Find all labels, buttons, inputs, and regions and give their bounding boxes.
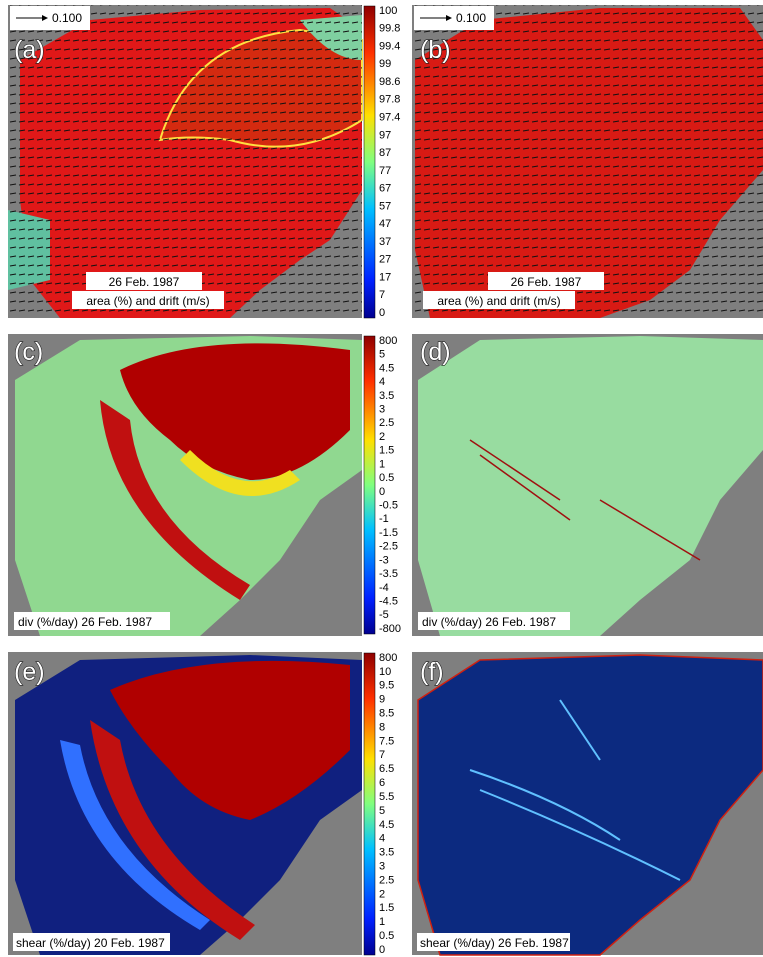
colorbar-tick-label: 0: [379, 944, 385, 956]
colorbar-tick-label: 99.4: [379, 40, 400, 52]
colorbar-tick-label: 4: [379, 833, 385, 845]
caption: area (%) and drift (m/s): [437, 294, 560, 308]
caption: div (%/day) 26 Feb. 1987: [18, 615, 152, 629]
drift: [412, 5, 763, 318]
colorbar-tick-label: 98.6: [379, 76, 400, 88]
caption-date: 26 Feb. 1987: [109, 275, 180, 289]
colorbar-tick-label: 2: [379, 431, 385, 443]
colorbar-tick-label: 3: [379, 860, 385, 872]
colorbar-tick-label: -0.5: [379, 499, 398, 511]
colorbar-tick-label: 6.5: [379, 763, 394, 775]
colorbar-tick-label: 1.5: [379, 902, 394, 914]
caption-date: 26 Feb. 1987: [511, 275, 582, 289]
colorbar-tick-label: 2.5: [379, 417, 394, 429]
colorbar-tick-label: -1: [379, 513, 389, 525]
colorbar-tick-label: 0.5: [379, 472, 394, 484]
colorbar-tick-label: 97: [379, 129, 391, 141]
colorbar-tick-label: 800: [379, 652, 397, 664]
colorbar-tick-label: -5: [379, 609, 389, 621]
colorbar-tick-label: -2.5: [379, 541, 398, 553]
colorbar-tick-label: 100: [379, 5, 397, 17]
panel-label: (b): [420, 36, 451, 64]
colorbar-tick-label: 9.5: [379, 680, 394, 692]
colorbars: 10099.899.49998.697.897.4978777675747372…: [364, 5, 401, 956]
caption: shear (%/day) 26 Feb. 1987: [420, 936, 569, 950]
panel-label: (f): [420, 658, 444, 686]
colorbar-tick-label: 2.5: [379, 874, 394, 886]
figure: 0.100 (a) 26 Feb. 1987 area (%) and drif…: [0, 0, 763, 957]
colorbar-tick-label: -1.5: [379, 527, 398, 539]
colorbar-tick-label: 5.5: [379, 791, 394, 803]
colorbar-tick-label: -4.5: [379, 595, 398, 607]
colorbar-tick-label: 87: [379, 147, 391, 159]
panel-f: shear (%/day) 26 Feb. 1987 (f): [412, 652, 763, 955]
colorbar: [364, 6, 375, 318]
colorbar-tick-label: -3.5: [379, 568, 398, 580]
colorbar-tick-label: 8.5: [379, 708, 394, 720]
colorbar-tick-label: 67: [379, 183, 391, 195]
panel-e: shear (%/day) 20 Feb. 1987 (e): [8, 652, 362, 955]
colorbar-tick-label: 3: [379, 403, 385, 415]
panel-label: (d): [420, 338, 451, 366]
colorbar-tick-label: 4.5: [379, 362, 394, 374]
colorbar-tick-label: 800: [379, 335, 397, 347]
colorbar-tick-label: 1.5: [379, 445, 394, 457]
colorbar-tick-label: -800: [379, 623, 401, 635]
colorbar-tick-label: 57: [379, 200, 391, 212]
caption: shear (%/day) 20 Feb. 1987: [16, 936, 165, 950]
colorbar: [364, 336, 375, 634]
colorbar-tick-label: 3.5: [379, 390, 394, 402]
drift: [8, 5, 362, 318]
colorbar-tick-label: -4: [379, 582, 389, 594]
caption: area (%) and drift (m/s): [86, 294, 209, 308]
colorbar-tick-label: 8: [379, 721, 385, 733]
panel-label: (c): [14, 338, 43, 366]
colorbar-tick-label: 4: [379, 376, 385, 388]
scale-label: 0.100: [456, 11, 486, 25]
colorbar-tick-label: 99.8: [379, 23, 400, 35]
panel-d: div (%/day) 26 Feb. 1987 (d): [412, 334, 763, 636]
colorbar-tick-label: 5: [379, 805, 385, 817]
colorbar-tick-label: 7: [379, 749, 385, 761]
colorbar-tick-label: 1: [379, 916, 385, 928]
colorbar-tick-label: 77: [379, 165, 391, 177]
colorbar-tick-label: 37: [379, 236, 391, 248]
colorbar-tick-label: 1: [379, 458, 385, 470]
colorbar-tick-label: 0: [379, 486, 385, 498]
colorbar-tick-label: -3: [379, 554, 389, 566]
panel-c: div (%/day) 26 Feb. 1987 (c): [8, 334, 362, 636]
colorbar-tick-label: 99: [379, 58, 391, 70]
colorbar-tick-label: 5: [379, 349, 385, 361]
scale-label: 0.100: [52, 11, 82, 25]
colorbar-tick-label: 7.5: [379, 735, 394, 747]
colorbar-tick-label: 6: [379, 777, 385, 789]
colorbar-tick-label: 4.5: [379, 819, 394, 831]
colorbar-tick-label: 0: [379, 307, 385, 319]
caption: div (%/day) 26 Feb. 1987: [422, 615, 556, 629]
colorbar-tick-label: 17: [379, 271, 391, 283]
colorbar-tick-label: 10: [379, 666, 391, 678]
colorbar-tick-label: 27: [379, 254, 391, 266]
panel-label: (e): [14, 658, 45, 686]
colorbar-tick-label: 97.8: [379, 94, 400, 106]
colorbar-tick-label: 3.5: [379, 847, 394, 859]
colorbar-tick-label: 97.4: [379, 111, 400, 123]
colorbar-tick-label: 2: [379, 888, 385, 900]
colorbar-tick-label: 0.5: [379, 930, 394, 942]
panel-b: 0.100 (b) 26 Feb. 1987 area (%) and drif…: [412, 5, 763, 318]
colorbar-tick-label: 7: [379, 289, 385, 301]
colorbar: [364, 653, 375, 955]
panel-a: 0.100 (a) 26 Feb. 1987 area (%) and drif…: [8, 5, 362, 318]
panel-label: (a): [14, 36, 45, 64]
colorbar-tick-label: 47: [379, 218, 391, 230]
colorbar-tick-label: 9: [379, 694, 385, 706]
